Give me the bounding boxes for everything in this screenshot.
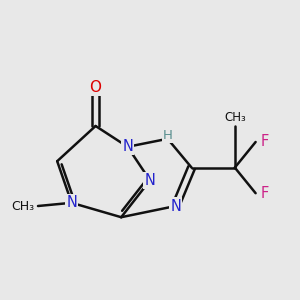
Text: N: N — [145, 173, 155, 188]
Text: F: F — [260, 134, 269, 149]
Text: N: N — [170, 199, 181, 214]
Text: O: O — [90, 80, 102, 95]
Text: F: F — [260, 186, 269, 201]
Text: N: N — [122, 139, 133, 154]
Text: CH₃: CH₃ — [12, 200, 35, 212]
Text: N: N — [66, 195, 77, 210]
Text: CH₃: CH₃ — [224, 111, 246, 124]
Text: H: H — [163, 129, 172, 142]
